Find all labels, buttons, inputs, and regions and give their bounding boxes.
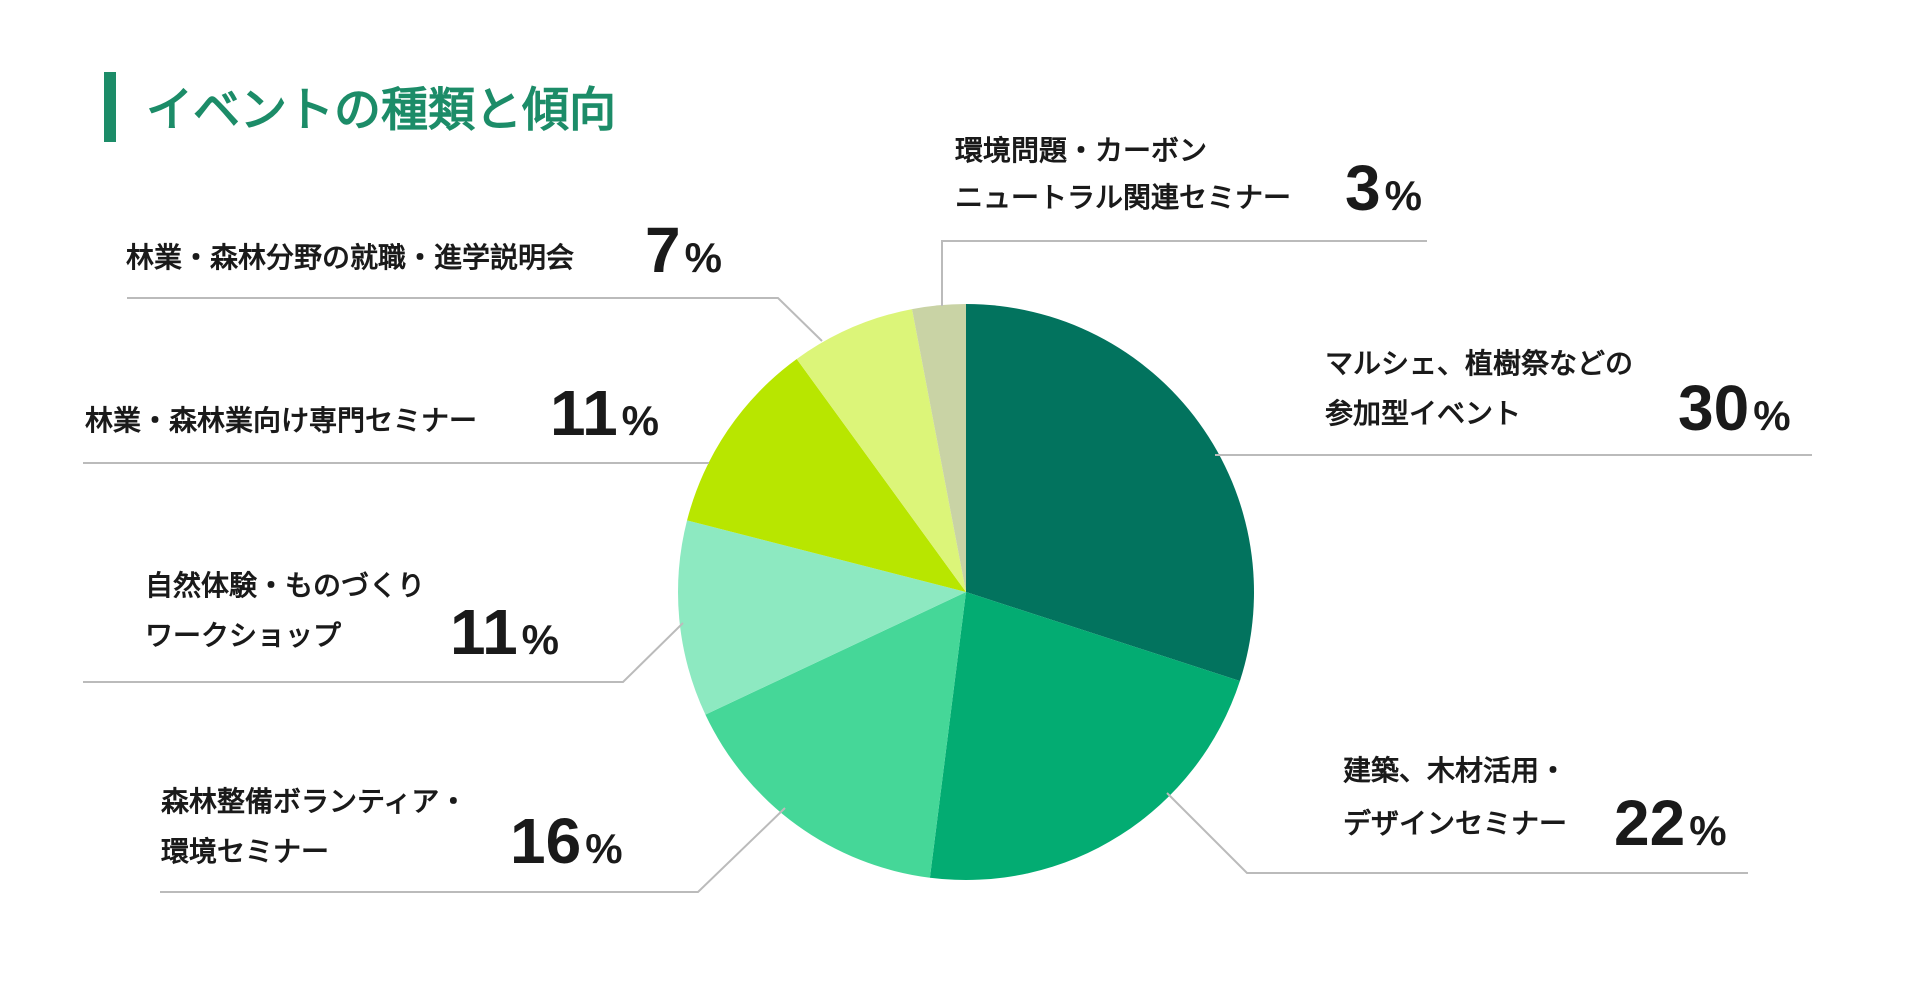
slice-label: 林業・森林業向け専門セミナー	[85, 404, 477, 437]
pie-slice	[687, 359, 966, 592]
slice-label: 林業・森林分野の就職・進学説明会	[126, 241, 574, 274]
data-label-percent: %	[622, 397, 659, 444]
data-label-value: 3	[1345, 152, 1381, 224]
pie-slice	[705, 592, 966, 878]
slice-label: 自然体験・ものづくり	[145, 569, 425, 602]
slice-label: 森林整備ボランティア・	[161, 785, 467, 818]
data-label-percent: %	[522, 616, 559, 663]
slice-label: 環境問題・カーボン	[955, 134, 1207, 167]
data-label-percent: %	[1689, 807, 1726, 854]
leader-line	[127, 297, 823, 342]
data-label: 3%	[1345, 152, 1422, 224]
title-accent-bar	[104, 72, 116, 142]
slice-label: ニュートラル関連セミナー	[955, 181, 1291, 214]
pie-slice	[966, 304, 1254, 681]
data-label-value: 11	[450, 596, 518, 668]
pie-slices	[678, 304, 1254, 881]
data-label-percent: %	[1753, 392, 1790, 439]
chart-title: イベントの種類と傾向	[146, 83, 616, 138]
data-label: 7%	[645, 214, 722, 286]
slice-label: マルシェ、植樹祭などの	[1325, 347, 1633, 380]
leader-line	[1166, 792, 1748, 874]
data-label-value: 11	[550, 377, 618, 449]
slice-label: 参加型イベント	[1325, 397, 1521, 430]
data-label-value: 30	[1678, 372, 1749, 444]
data-label: 30%	[1678, 372, 1791, 444]
leader-line	[941, 240, 1427, 306]
data-label-percent: %	[685, 234, 722, 281]
data-label: 22%	[1614, 787, 1727, 859]
leader-lines	[83, 240, 1812, 893]
data-label-value: 22	[1614, 787, 1685, 859]
leader-line	[160, 807, 786, 893]
data-label-percent: %	[585, 825, 622, 872]
leader-line	[83, 622, 684, 683]
data-label: 16%	[510, 805, 623, 877]
data-label: 11%	[550, 377, 659, 449]
data-label-value: 16	[510, 805, 581, 877]
data-label-percent: %	[1385, 172, 1422, 219]
data-label-value: 7	[645, 214, 681, 286]
slice-label: 建築、木材活用・	[1343, 754, 1567, 787]
pie-slice	[678, 520, 966, 715]
pie-slice	[796, 309, 966, 592]
slice-label: デザインセミナー	[1343, 807, 1567, 840]
data-label: 11%	[450, 596, 559, 668]
pie-slice	[929, 592, 1240, 881]
slice-label: ワークショップ	[145, 619, 342, 652]
slice-label: 環境セミナー	[161, 835, 329, 868]
pie-slice	[912, 304, 966, 592]
